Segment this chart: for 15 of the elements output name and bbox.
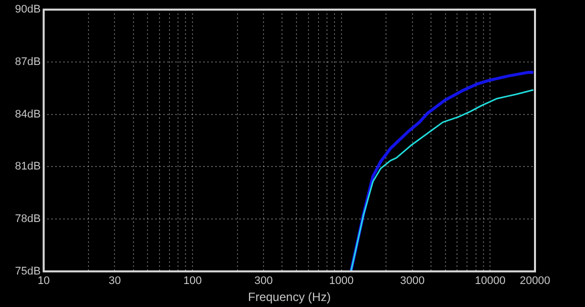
y-tick-label: 75dB: [14, 265, 41, 278]
x-tick-label: 3000: [400, 275, 425, 288]
x-tick-label: 20000: [520, 275, 550, 288]
x-tick-label: 300: [254, 275, 273, 288]
y-tick-label: 87dB: [14, 56, 41, 68]
x-tick-label: 10000: [474, 275, 506, 288]
x-tick-label: 100: [183, 275, 202, 288]
x-tick-label: 30: [108, 275, 121, 288]
y-tick-label: 81dB: [14, 160, 41, 173]
x-tick-label: 1000: [329, 275, 354, 288]
y-tick-label: 84dB: [14, 108, 41, 120]
y-tick-label: 78dB: [14, 213, 41, 226]
y-tick-label: 90dB: [14, 4, 41, 16]
x-axis-title: Frequency (Hz): [248, 290, 331, 304]
x-tick-label: 10: [38, 275, 50, 288]
